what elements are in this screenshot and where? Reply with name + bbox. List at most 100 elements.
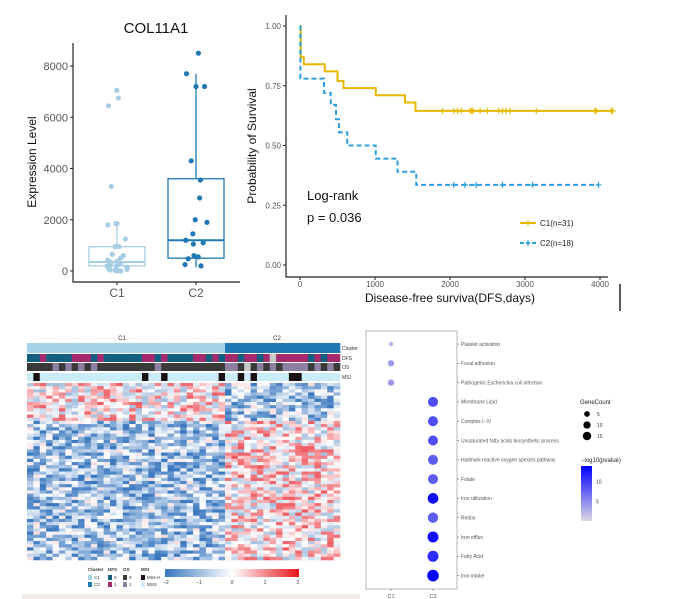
heatmap-cell	[110, 392, 117, 396]
os-cell	[301, 363, 309, 371]
heatmap-cell	[71, 386, 79, 390]
heatmap-cell	[154, 522, 162, 526]
heatmap-cell	[65, 550, 73, 554]
heatmap-cell	[71, 414, 79, 419]
heatmap-cell	[193, 411, 200, 415]
heatmap-cell	[97, 480, 104, 485]
legend-item-label: 1	[129, 582, 132, 587]
heatmap-cell	[276, 528, 283, 532]
heatmap-cell	[141, 503, 149, 507]
heatmap-cell	[327, 503, 334, 507]
heatmap-cell	[46, 462, 53, 466]
heatmap-cell	[263, 389, 271, 393]
heatmap-cell	[263, 537, 271, 542]
heatmap-cell	[39, 411, 47, 415]
heatmap-cell	[276, 506, 283, 510]
heatmap-cell	[263, 446, 271, 450]
heatmap-cell	[46, 420, 53, 425]
heatmap-cell	[154, 480, 162, 485]
heatmap-cell	[256, 408, 264, 412]
heatmap-cell	[33, 522, 41, 526]
heatmap-cell	[193, 537, 200, 542]
heatmap-cell	[212, 446, 219, 450]
heatmap-cell	[97, 411, 104, 415]
heatmap-cell	[65, 512, 73, 517]
heatmap-cell	[58, 468, 66, 472]
heatmap-cell	[333, 465, 341, 469]
heatmap-cell	[301, 383, 309, 387]
heatmap-cell	[27, 458, 34, 463]
heatmap-cell	[52, 499, 60, 504]
heatmap-cell	[27, 417, 34, 422]
heatmap-cell	[65, 471, 73, 475]
heatmap-cell	[71, 405, 79, 409]
heatmap-cell	[250, 541, 258, 545]
heatmap-cell	[263, 398, 271, 403]
heatmap-cell	[58, 408, 66, 412]
dfs-cell	[148, 354, 156, 362]
heatmap-cell	[39, 398, 47, 403]
heatmap-cell	[327, 547, 334, 551]
heatmap-cell	[180, 493, 187, 498]
heatmap-cell	[256, 430, 264, 434]
heatmap-cell	[58, 496, 66, 501]
heatmap-cell	[327, 420, 334, 425]
dot-c2	[427, 493, 439, 504]
heatmap-cell	[167, 405, 175, 409]
heatmap-cell	[225, 496, 232, 501]
heatmap-cell	[225, 439, 232, 444]
heatmap-cell	[225, 430, 232, 434]
heatmap-cell	[103, 541, 111, 545]
heatmap-cell	[116, 537, 124, 542]
heatmap-cell	[103, 449, 111, 453]
heatmap-cell	[173, 424, 181, 428]
heatmap-cell	[276, 443, 283, 447]
heatmap-cell	[327, 474, 334, 479]
heatmap-cell	[193, 544, 200, 548]
heatmap-cell	[78, 518, 85, 523]
heatmap-cell	[263, 439, 271, 444]
heatmap-cell	[205, 484, 213, 488]
heatmap-cell	[308, 462, 315, 466]
heatmap-cell	[58, 484, 66, 488]
heatmap-cell	[256, 443, 264, 447]
heatmap-cell	[33, 468, 41, 472]
os-cell	[218, 363, 226, 371]
term-label: Folate	[461, 477, 475, 483]
heatmap-cell	[269, 534, 277, 539]
heatmap-cell	[78, 433, 85, 438]
heatmap-cell	[250, 443, 258, 447]
heatmap-cell	[327, 528, 334, 532]
heatmap-cell	[180, 525, 187, 529]
heatmap-group-label-c2: C2	[273, 336, 281, 342]
heatmap-cell	[250, 458, 258, 463]
os-cell	[173, 363, 181, 371]
heatmap-cell	[225, 395, 232, 400]
heatmap-cell	[78, 522, 85, 526]
heatmap-cell	[103, 550, 111, 554]
heatmap-cell	[173, 398, 181, 403]
heatmap-cell	[154, 506, 162, 510]
heatmap-cell	[237, 452, 245, 456]
heatmap-cell	[269, 487, 277, 491]
heatmap-cell	[103, 436, 111, 441]
heatmap-cell	[58, 522, 66, 526]
heatmap-cell	[186, 487, 194, 491]
heatmap-cell	[308, 522, 315, 526]
heatmap-cell	[110, 383, 117, 387]
heatmap-cell	[295, 550, 302, 554]
heatmap-cell	[218, 433, 226, 438]
heatmap-cell	[52, 389, 60, 393]
heatmap-cell	[46, 512, 53, 517]
heatmap-cell	[180, 436, 187, 441]
heatmap-cell	[256, 506, 264, 510]
heatmap-cell	[110, 424, 117, 428]
heatmap-cell	[231, 465, 239, 469]
heatmap-cell	[244, 544, 251, 548]
heatmap-cell	[148, 515, 156, 520]
heatmap-cell	[180, 537, 187, 542]
heatmap-cell	[161, 389, 168, 393]
heatmap-cell	[314, 547, 322, 551]
heatmap-cell	[52, 512, 60, 517]
heatmap-cell	[65, 408, 73, 412]
